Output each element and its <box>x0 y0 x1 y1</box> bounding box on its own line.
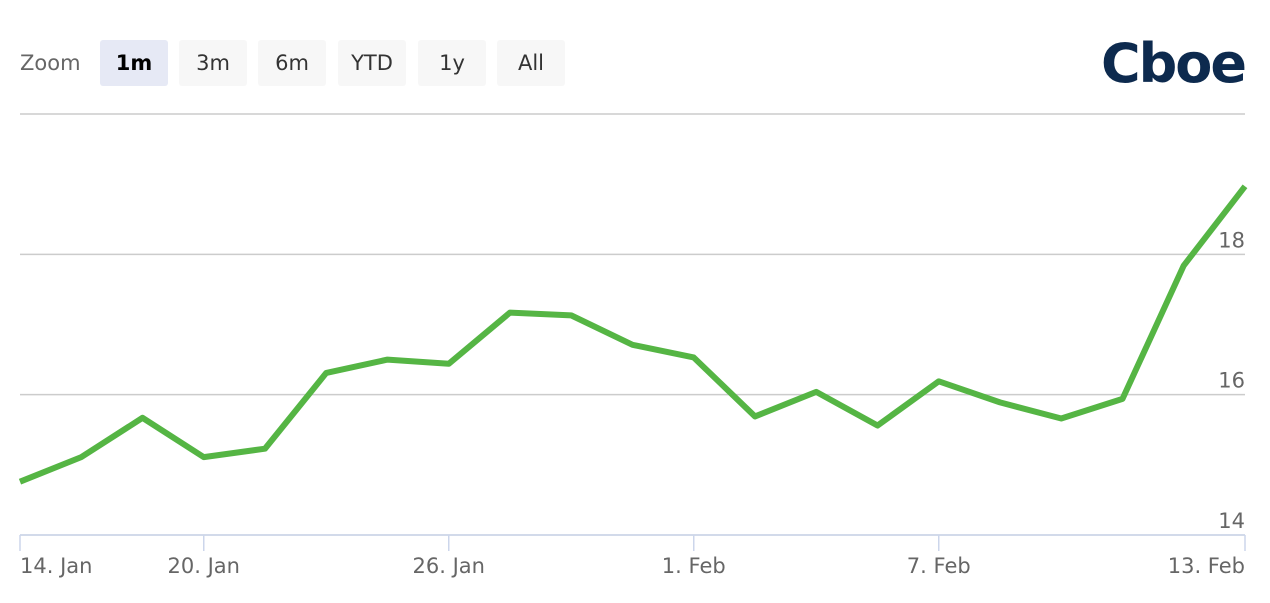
zoom-button-label[interactable]: YTD <box>350 51 393 75</box>
zoom-label: Zoom <box>20 51 81 75</box>
zoom-button-label[interactable]: 6m <box>275 51 309 75</box>
logo: Cboe <box>1101 32 1245 95</box>
x-tick-label: 7. Feb <box>907 554 971 578</box>
zoom-button[interactable] <box>179 40 247 86</box>
y-tick-label: 18 <box>1218 228 1245 252</box>
zoom-button[interactable] <box>418 40 486 86</box>
zoom-button-label[interactable]: 1m <box>116 51 153 75</box>
zoom-button-label[interactable]: All <box>518 51 544 75</box>
y-tick-label: 16 <box>1218 369 1245 393</box>
zoom-button[interactable] <box>258 40 326 86</box>
x-tick-label: 26. Jan <box>413 554 485 578</box>
zoom-button[interactable] <box>100 40 168 86</box>
zoom-button[interactable] <box>497 40 565 86</box>
x-tick-label: 14. Jan <box>20 554 92 578</box>
line-series <box>18 184 1248 485</box>
y-tick-label: 14 <box>1218 509 1245 533</box>
zoom-button[interactable] <box>338 40 406 86</box>
x-tick-label: 20. Jan <box>168 554 240 578</box>
x-tick-label: 1. Feb <box>662 554 726 578</box>
zoom-button-label[interactable]: 3m <box>196 51 230 75</box>
zoom-button-label[interactable]: 1y <box>439 51 465 75</box>
x-tick-label: 13. Feb <box>1168 554 1245 578</box>
